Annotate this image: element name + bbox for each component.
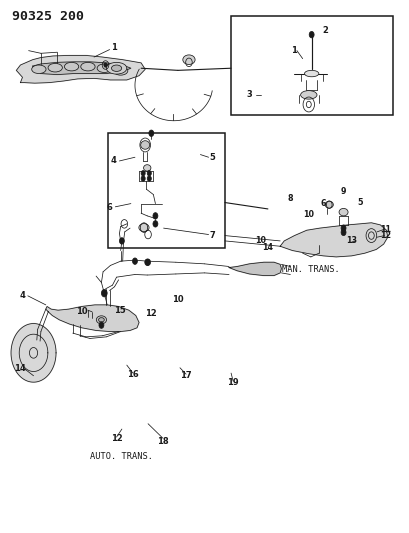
Circle shape — [153, 213, 158, 219]
Text: 16: 16 — [127, 370, 139, 378]
Circle shape — [153, 221, 158, 227]
Ellipse shape — [113, 67, 128, 75]
Circle shape — [149, 130, 154, 136]
Circle shape — [147, 176, 151, 181]
Circle shape — [146, 259, 151, 265]
Circle shape — [133, 258, 137, 264]
Text: 10: 10 — [172, 295, 184, 304]
Text: MAN. TRANS.: MAN. TRANS. — [282, 265, 340, 274]
Text: 1: 1 — [111, 44, 117, 52]
Text: 17: 17 — [180, 372, 192, 380]
Polygon shape — [229, 262, 281, 276]
Circle shape — [141, 171, 145, 176]
Text: 8: 8 — [288, 194, 293, 203]
Text: 11: 11 — [380, 225, 391, 233]
Ellipse shape — [325, 201, 333, 208]
Ellipse shape — [304, 70, 319, 77]
Polygon shape — [16, 55, 145, 83]
Polygon shape — [11, 324, 56, 382]
Ellipse shape — [139, 224, 149, 232]
Text: 6: 6 — [320, 199, 326, 208]
Bar — [231, 16, 393, 115]
Bar — [108, 133, 225, 248]
Text: 3: 3 — [247, 91, 252, 99]
Text: 1: 1 — [291, 46, 297, 55]
Circle shape — [341, 229, 346, 236]
Circle shape — [147, 171, 151, 176]
Polygon shape — [280, 223, 388, 257]
Polygon shape — [46, 305, 139, 332]
Text: 5: 5 — [357, 198, 363, 207]
Text: 18: 18 — [157, 437, 169, 446]
Text: 90325 200: 90325 200 — [12, 10, 84, 22]
Text: 10: 10 — [76, 308, 88, 316]
Ellipse shape — [339, 208, 348, 216]
Ellipse shape — [64, 62, 79, 71]
Text: 5: 5 — [210, 153, 216, 161]
Ellipse shape — [183, 55, 195, 64]
Ellipse shape — [48, 63, 62, 72]
Text: 12: 12 — [145, 309, 156, 318]
Circle shape — [145, 259, 150, 265]
Text: AUTO. TRANS.: AUTO. TRANS. — [90, 452, 153, 461]
Text: 10: 10 — [256, 237, 266, 245]
Text: 9: 9 — [341, 188, 346, 196]
Ellipse shape — [97, 64, 111, 72]
Text: 4: 4 — [20, 292, 25, 300]
Circle shape — [309, 31, 314, 38]
Text: 13: 13 — [346, 237, 357, 245]
Ellipse shape — [141, 141, 150, 149]
Ellipse shape — [106, 62, 127, 74]
Ellipse shape — [111, 65, 122, 71]
Ellipse shape — [301, 91, 317, 99]
Text: 19: 19 — [227, 378, 239, 387]
Text: 10: 10 — [303, 210, 314, 219]
Circle shape — [104, 63, 107, 67]
Polygon shape — [33, 62, 131, 75]
Text: 12: 12 — [380, 231, 391, 240]
Circle shape — [119, 238, 124, 244]
Ellipse shape — [144, 165, 151, 171]
Text: 7: 7 — [210, 231, 216, 240]
Text: 14: 14 — [14, 365, 25, 373]
Text: 12: 12 — [111, 434, 122, 442]
Text: 14: 14 — [263, 244, 273, 252]
Ellipse shape — [99, 318, 104, 322]
Circle shape — [99, 322, 104, 328]
Ellipse shape — [81, 62, 95, 71]
Ellipse shape — [32, 65, 46, 74]
Circle shape — [141, 176, 145, 181]
Circle shape — [101, 289, 107, 297]
Text: 15: 15 — [114, 306, 125, 314]
Ellipse shape — [97, 316, 106, 324]
Circle shape — [341, 225, 346, 231]
Text: 6: 6 — [107, 204, 112, 212]
Text: 2: 2 — [323, 27, 328, 35]
Text: 4: 4 — [111, 157, 117, 165]
